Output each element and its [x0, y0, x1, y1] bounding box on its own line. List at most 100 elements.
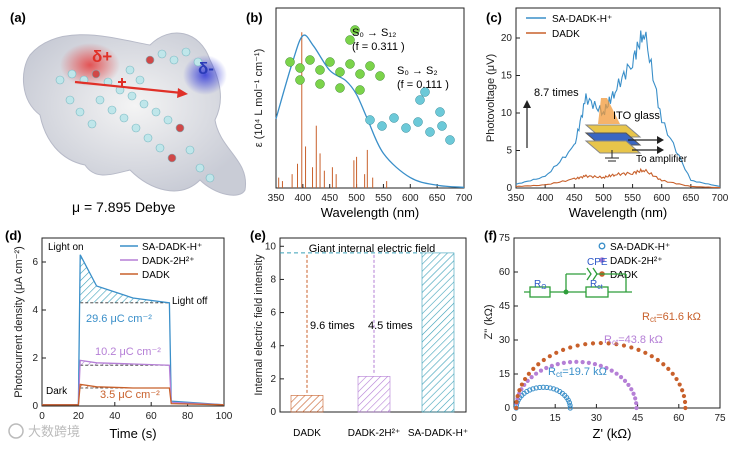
tick-label: 500	[348, 193, 365, 204]
tick-label: 0	[39, 411, 45, 422]
panel-e-ticks: 0 2 4 6 8 10	[265, 241, 284, 418]
impedance-point	[631, 391, 636, 396]
impedance-point	[661, 362, 666, 367]
panel-e-title: Giant internal electric field	[309, 243, 436, 255]
panel-d-ticks: 0 20 40 60 80 100 0 2 4 6	[32, 257, 232, 422]
bar-category: SA-DADK-H⁺	[408, 428, 468, 439]
atom	[119, 113, 129, 123]
negative-region	[183, 55, 227, 95]
annotation-s0-s12: S₀ → S₁₂	[352, 27, 396, 39]
impedance-point	[674, 376, 679, 382]
legend-c-2: DADK	[552, 29, 580, 40]
orbital-lobe	[295, 75, 305, 85]
impedance-point	[567, 405, 573, 411]
dipole-arrow	[74, 80, 183, 95]
panel-c-amp: To amplifier	[636, 154, 688, 165]
legend-f-marker-1	[598, 242, 606, 250]
rct-dadk: Rct=61.6 kΩ	[642, 311, 701, 324]
impedance-point	[622, 378, 628, 383]
tick-label: 0	[504, 403, 510, 414]
orbital-lobe	[345, 59, 355, 69]
atom	[175, 123, 185, 133]
impedance-point	[514, 405, 519, 411]
charge-area	[80, 360, 170, 366]
atom	[167, 153, 177, 163]
tick-label: 75	[499, 233, 511, 244]
tick-label: 0	[511, 413, 517, 424]
impedance-point	[598, 340, 603, 346]
tick-label: 350	[268, 193, 285, 204]
impedance-point	[634, 405, 639, 411]
tick-label: 15	[499, 369, 511, 380]
panel-f-semicircles	[513, 340, 688, 411]
orbital-lobe	[345, 35, 355, 45]
impedance-point	[515, 393, 520, 399]
impedance-point	[598, 363, 603, 368]
molecule-atoms	[55, 47, 215, 183]
impedance-point	[580, 359, 585, 365]
impedance-point	[677, 382, 682, 387]
impedance-point	[629, 345, 634, 350]
tick-label: 30	[591, 413, 603, 424]
orbital-lobe	[305, 55, 315, 65]
impedance-point	[529, 375, 534, 380]
orbital-image-2	[365, 87, 455, 145]
tick-label: 0	[506, 183, 512, 194]
charge-1: 29.6 μC cm⁻²	[86, 313, 152, 325]
dipole-arrowhead	[177, 88, 188, 98]
impedance-point	[649, 354, 654, 359]
impedance-point	[592, 361, 598, 367]
orbital-lobe	[437, 121, 447, 131]
atom	[145, 55, 155, 65]
tick-label: 60	[499, 267, 511, 278]
impedance-point	[681, 393, 687, 399]
atom	[107, 105, 117, 115]
orbital-lobe	[375, 71, 385, 81]
impedance-point	[629, 387, 634, 392]
panel-c: (c) Photovoltage (μV) Wavelength (nm) 35…	[485, 7, 729, 220]
panel-b-xlabel: Wavelength (nm)	[321, 205, 420, 220]
charge-2: 10.2 μC cm⁻²	[95, 346, 161, 358]
tick-label: 600	[402, 193, 419, 204]
impedance-point	[522, 376, 528, 382]
orbital-lobe	[445, 135, 455, 145]
atom	[157, 49, 167, 59]
atom	[169, 55, 179, 65]
impedance-point	[527, 387, 533, 393]
atom	[75, 107, 85, 117]
impedance-point	[566, 400, 572, 406]
panel-d-axes	[41, 237, 225, 407]
tick-label: 45	[632, 413, 644, 424]
impedance-point	[618, 375, 624, 380]
bar	[421, 252, 455, 413]
rct-sa-dadk: Rct=19.7 kΩ	[548, 366, 607, 379]
tick-label: 0	[270, 407, 276, 418]
annotation-f1: (f = 0.311 )	[352, 41, 405, 53]
tick-label: 650	[683, 193, 700, 204]
orbital-image-1	[285, 25, 385, 95]
light-on: Light on	[48, 242, 84, 253]
panel-c-axes	[515, 7, 721, 189]
impedance-point	[560, 347, 566, 352]
panel-f-xlabel: Z' (kΩ)	[593, 426, 632, 441]
impedance-point	[561, 360, 566, 365]
tick-label: 350	[508, 193, 525, 204]
absorption-curve	[275, 34, 465, 188]
impedance-point	[683, 405, 688, 411]
panel-b-axes	[275, 7, 465, 189]
delta-minus: δ-	[198, 59, 214, 78]
rct-resistor	[585, 286, 609, 298]
impedance-point	[544, 384, 550, 391]
tick-label: 15	[501, 71, 513, 82]
impedance-point	[682, 399, 688, 405]
impedance-point	[519, 382, 525, 387]
panel-e-bars: DADK DADK-2H²⁺ SA-DADK-H⁺	[280, 252, 468, 439]
tick-label: 6	[270, 308, 276, 319]
photovoltage-sa-dadk	[515, 30, 721, 188]
impedance-point	[586, 360, 591, 365]
impedance-point	[626, 382, 631, 388]
legend-f-3: DADK	[610, 270, 638, 281]
impedance-point	[554, 350, 559, 355]
tick-label: 8	[270, 274, 276, 285]
bar	[357, 376, 391, 413]
